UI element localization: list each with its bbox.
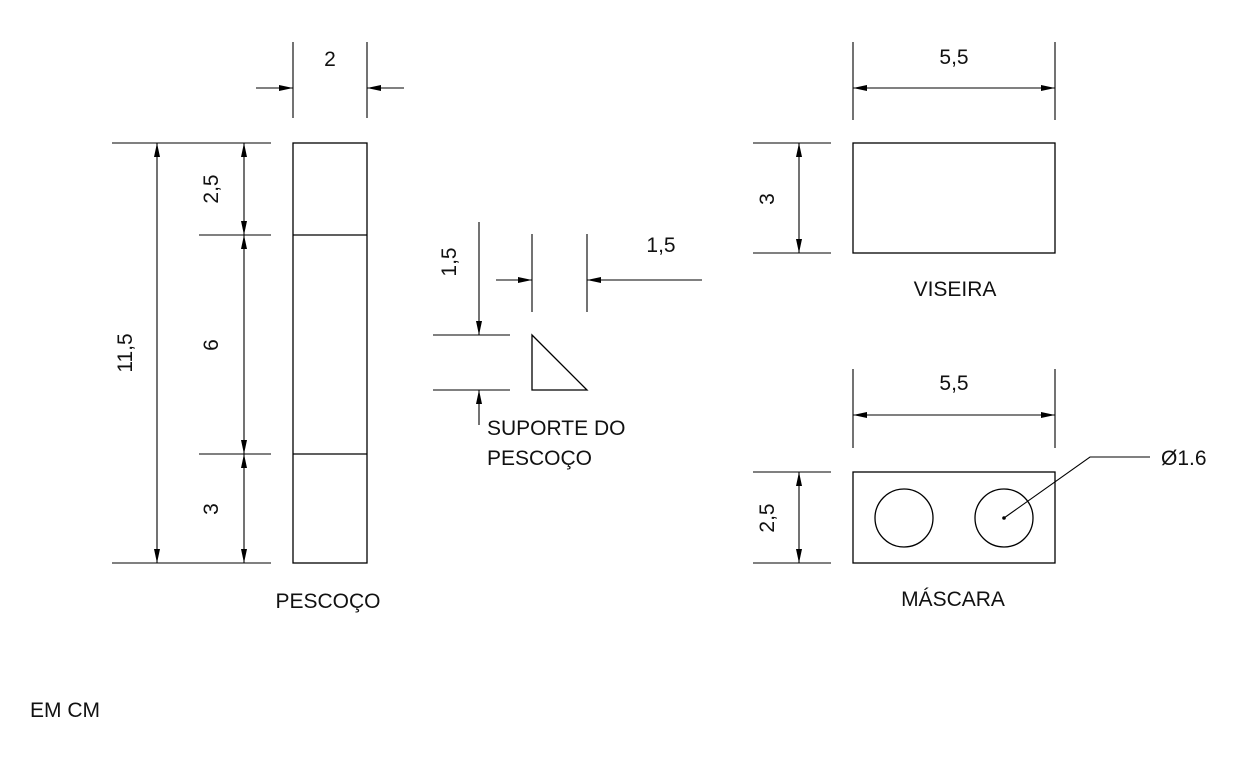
viseira-view: 5,5 3 VISEIRA	[753, 42, 1056, 301]
suporte-width-dimension: 1,5	[496, 234, 702, 312]
viseira-body	[852, 142, 1056, 254]
mascara-diameter-leader: Ø1.6	[1003, 447, 1207, 519]
suporte-title-line2: PESCOÇO	[487, 447, 592, 470]
mascara-hole-right	[974, 488, 1034, 548]
viseira-width-label: 5,5	[939, 46, 968, 69]
mascara-width-label: 5,5	[939, 372, 968, 395]
pescoco-total-height-dimension: 11,5	[112, 142, 271, 564]
suporte-height-dimension: 1,5	[433, 222, 510, 425]
mascara-width-dimension: 5,5	[852, 369, 1056, 448]
pescoco-segment-2-label: 6	[200, 339, 223, 351]
pescoco-segment-1-label: 2,5	[200, 174, 223, 203]
pescoco-width-label: 2	[324, 48, 336, 71]
suporte-height-label: 1,5	[438, 247, 461, 276]
mascara-view: 5,5 2,5 Ø1.6 MÁSCARA	[753, 369, 1207, 611]
pescoco-view: 2 11,5 2,5 6 3 PESCOÇO	[112, 42, 404, 613]
pescoco-segment-dimensions: 2,5 6 3	[199, 143, 271, 563]
pescoco-title: PESCOÇO	[275, 590, 380, 613]
mascara-height-dimension: 2,5	[753, 471, 831, 564]
mascara-height-label: 2,5	[756, 503, 779, 532]
viseira-height-dimension: 3	[753, 142, 831, 254]
pescoco-total-height-label: 11,5	[114, 333, 137, 372]
suporte-view: 1,5 1,5 SUPORTE DO PESCOÇO	[433, 222, 702, 470]
mascara-title: MÁSCARA	[901, 588, 1005, 611]
mascara-hole-left	[874, 488, 934, 548]
units-note: EM CM	[30, 699, 100, 722]
pescoco-segment-3-label: 3	[200, 503, 223, 515]
mascara-body	[852, 471, 1056, 564]
suporte-triangle	[531, 333, 589, 391]
pescoco-width-dimension: 2	[256, 42, 404, 118]
viseira-height-label: 3	[756, 193, 779, 205]
pescoco-body	[292, 142, 368, 564]
viseira-title: VISEIRA	[914, 278, 997, 301]
mascara-hole-diameter-label: Ø1.6	[1161, 447, 1207, 470]
suporte-title-line1: SUPORTE DO	[487, 417, 625, 440]
suporte-width-label: 1,5	[646, 234, 675, 257]
viseira-width-dimension: 5,5	[852, 42, 1056, 120]
